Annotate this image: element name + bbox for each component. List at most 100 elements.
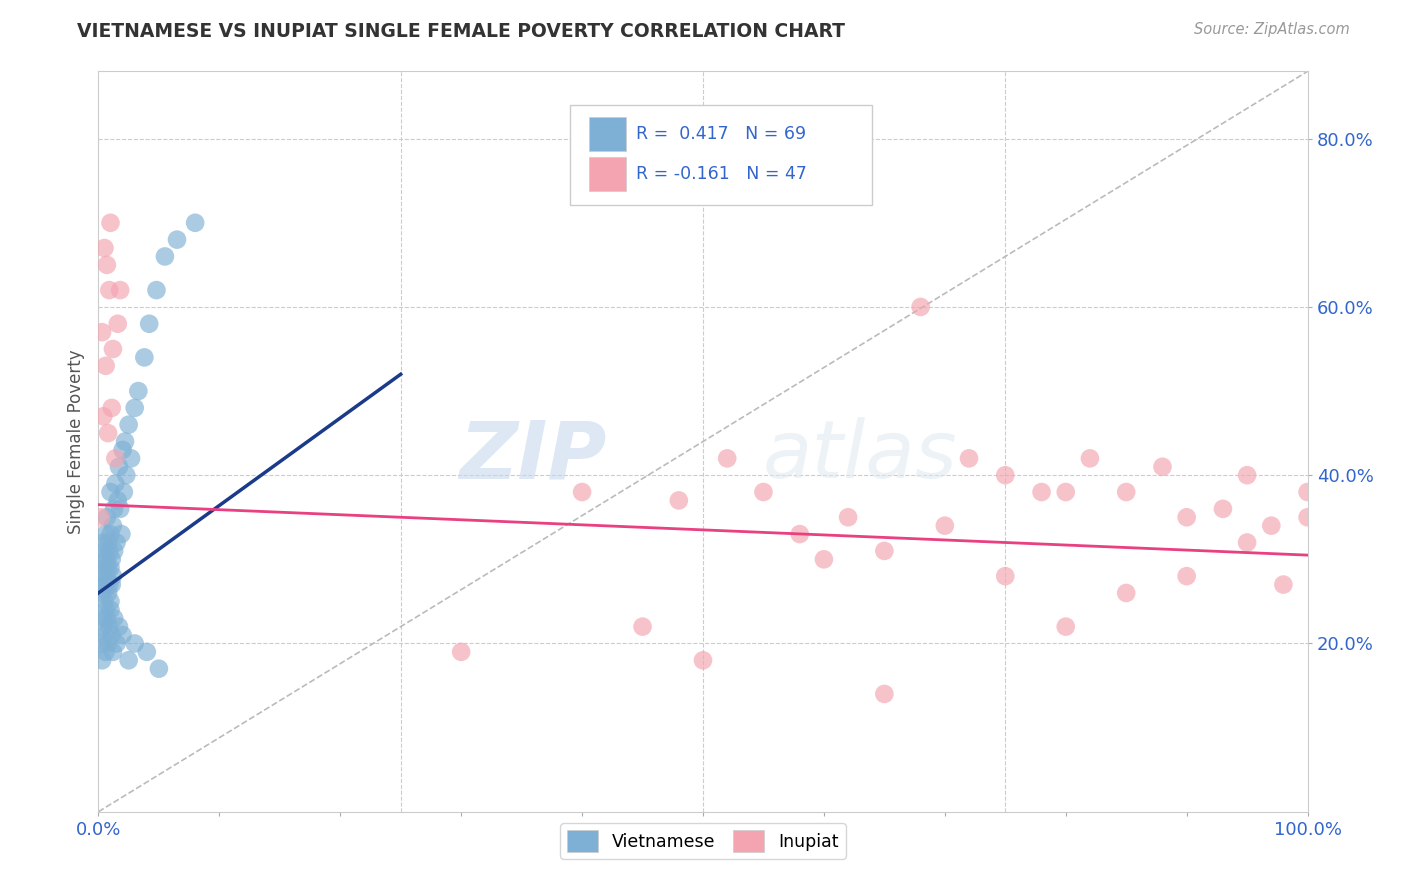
Point xyxy=(91,653,114,667)
Point xyxy=(90,636,112,650)
Point xyxy=(813,552,835,566)
Point xyxy=(100,603,122,617)
Point xyxy=(115,468,138,483)
Point xyxy=(105,535,128,549)
Point xyxy=(94,359,117,373)
Point xyxy=(97,636,120,650)
Point xyxy=(910,300,932,314)
Point xyxy=(873,544,896,558)
Point xyxy=(103,544,125,558)
Point xyxy=(692,653,714,667)
Point xyxy=(1236,535,1258,549)
Point xyxy=(110,527,132,541)
Point xyxy=(166,233,188,247)
Point xyxy=(96,510,118,524)
Point xyxy=(1054,485,1077,500)
Point xyxy=(1296,485,1319,500)
Point xyxy=(94,603,117,617)
Point xyxy=(1152,459,1174,474)
Point xyxy=(1212,501,1234,516)
Point xyxy=(134,351,156,365)
Point xyxy=(93,241,115,255)
Point xyxy=(1236,468,1258,483)
Point xyxy=(108,619,131,633)
Point xyxy=(994,569,1017,583)
Point xyxy=(90,510,112,524)
Point xyxy=(135,645,157,659)
Point xyxy=(994,468,1017,483)
Point xyxy=(124,401,146,415)
Point xyxy=(1296,510,1319,524)
Point xyxy=(94,577,117,591)
Point xyxy=(111,628,134,642)
Point xyxy=(118,653,141,667)
Y-axis label: Single Female Poverty: Single Female Poverty xyxy=(66,350,84,533)
Point xyxy=(97,535,120,549)
Point xyxy=(107,317,129,331)
Point xyxy=(184,216,207,230)
Point xyxy=(1175,569,1198,583)
Point xyxy=(1175,510,1198,524)
Point xyxy=(91,325,114,339)
Point xyxy=(1260,518,1282,533)
FancyBboxPatch shape xyxy=(589,157,626,191)
Point xyxy=(91,586,114,600)
Point xyxy=(94,527,117,541)
Point xyxy=(91,577,114,591)
Point xyxy=(100,216,122,230)
Point xyxy=(145,283,167,297)
Point xyxy=(91,552,114,566)
Point xyxy=(93,560,115,574)
Point xyxy=(668,493,690,508)
Point xyxy=(127,384,149,398)
Text: R = -0.161   N = 47: R = -0.161 N = 47 xyxy=(637,164,807,183)
Point xyxy=(100,401,122,415)
Point xyxy=(94,645,117,659)
Point xyxy=(104,451,127,466)
Text: ZIP: ZIP xyxy=(458,417,606,495)
Point xyxy=(101,569,124,583)
Point xyxy=(100,560,122,574)
Point xyxy=(93,544,115,558)
Point xyxy=(97,426,120,441)
Point xyxy=(91,409,114,424)
Point xyxy=(101,518,124,533)
FancyBboxPatch shape xyxy=(569,104,872,204)
Point xyxy=(789,527,811,541)
Point xyxy=(148,662,170,676)
Point xyxy=(1078,451,1101,466)
Text: R =  0.417   N = 69: R = 0.417 N = 69 xyxy=(637,125,807,143)
Point xyxy=(108,283,131,297)
Point xyxy=(101,645,124,659)
Point xyxy=(138,317,160,331)
Point xyxy=(108,459,131,474)
Point xyxy=(91,619,114,633)
Point xyxy=(100,594,122,608)
Point xyxy=(96,258,118,272)
Point xyxy=(100,552,122,566)
Point xyxy=(108,501,131,516)
Point xyxy=(91,535,114,549)
Point xyxy=(124,636,146,650)
Point xyxy=(93,628,115,642)
Point xyxy=(93,594,115,608)
Point xyxy=(100,628,122,642)
Point xyxy=(1272,577,1295,591)
Point xyxy=(1031,485,1053,500)
Point xyxy=(1115,586,1137,600)
Text: atlas: atlas xyxy=(763,417,957,495)
Point xyxy=(105,636,128,650)
Point xyxy=(97,586,120,600)
Point xyxy=(96,611,118,625)
Point xyxy=(1054,619,1077,633)
Point xyxy=(873,687,896,701)
Point xyxy=(104,476,127,491)
Point xyxy=(100,485,122,500)
Point xyxy=(101,342,124,356)
Point xyxy=(107,493,129,508)
Point xyxy=(98,544,121,558)
Point xyxy=(934,518,956,533)
Point xyxy=(716,451,738,466)
Text: VIETNAMESE VS INUPIAT SINGLE FEMALE POVERTY CORRELATION CHART: VIETNAMESE VS INUPIAT SINGLE FEMALE POVE… xyxy=(77,22,845,41)
Point xyxy=(957,451,980,466)
